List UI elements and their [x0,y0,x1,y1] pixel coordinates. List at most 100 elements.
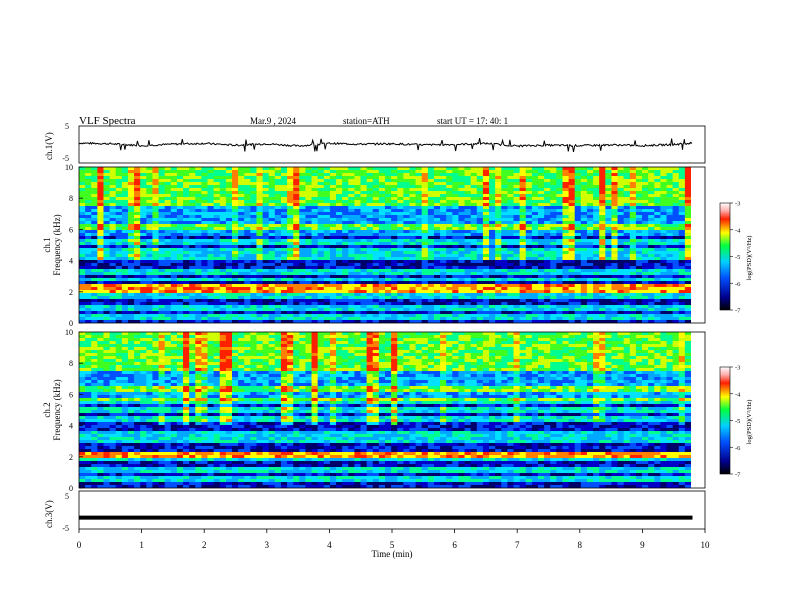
spectrogram-cell [85,236,92,240]
spectrogram-cell [648,236,655,240]
spectrogram-cell [103,182,110,186]
spectrogram-cell [617,179,625,183]
spectrogram-cell [274,203,282,207]
spectrogram-cell [299,257,306,261]
spectrogram-cell [580,200,588,204]
spectrogram-cell [164,227,172,231]
spectrogram-cell [262,275,270,279]
spectrogram-cell [170,173,178,177]
spectrogram-cell [287,194,294,198]
spectrogram-cell [586,317,594,321]
spectrogram-cell [531,287,539,291]
spectrogram-cell [464,188,472,192]
spectrogram-cell [152,299,159,303]
spectrogram-cell [593,248,600,252]
spectrogram-cell [446,263,453,267]
spectrogram-cell [189,254,196,258]
spectrogram-cell [97,311,104,315]
spectrogram-cell [538,284,545,288]
spectrogram-cell [617,200,625,204]
spectrogram-cell [470,179,478,183]
spectrogram-cell [360,266,368,270]
spectrogram-cell [538,173,545,177]
spectrogram-cell [403,317,410,321]
spectrogram-cell [342,278,349,282]
spectrogram-cell [550,308,557,312]
spectrogram-cell [593,170,600,174]
spectrogram-cell [146,221,153,225]
spectrogram-cell [134,248,141,252]
spectrogram-cell [293,293,300,297]
spectrogram-cell [232,209,239,213]
spectrogram-cell [507,215,514,219]
spectrogram-cell [464,254,472,258]
spectrogram-cell [152,266,159,270]
spectrogram-cell [342,227,349,231]
spectrogram-cell [397,200,404,204]
spectrogram-cell [152,302,159,306]
spectrogram-cell [299,173,306,177]
spectrogram-cell [440,287,447,291]
spectrogram-cell [562,206,569,210]
spectrogram-cell [287,296,294,300]
spectrogram-cell [250,302,257,306]
spectrogram-cell [433,200,441,204]
spectrogram-cell [91,236,98,240]
spectrogram-cell [385,194,392,198]
spectrogram-cell [146,203,153,207]
spectrogram-cell [134,188,141,192]
spectrogram-cell [115,272,123,276]
spectrogram-cell [507,233,514,237]
spectrogram-cell [427,302,435,306]
spectrogram-cell [299,221,306,225]
spectrogram-cell [580,212,588,216]
spectrogram-cell [115,194,123,198]
spectrogram-cell [611,194,618,198]
spectrogram-cell [427,314,435,318]
spectrogram-cell [91,290,98,294]
spectrogram-cell [121,227,129,231]
spectrogram-cell [103,275,110,279]
spectrogram-cell [623,275,631,279]
spectrogram-cell [91,302,98,306]
spectrogram-cell [170,239,178,243]
spectrogram-cell [109,293,117,297]
spectrogram-cell [250,236,257,240]
spectrogram-cell [440,224,447,228]
spectrogram-cell [342,218,349,222]
spectrogram-cell [329,272,337,276]
spectrogram-cell [433,185,441,189]
spectrogram-cell [507,278,514,282]
spectrogram-cell [464,206,472,210]
spectrogram-cell [593,167,600,171]
spectrogram-cell [250,188,257,192]
spectrogram-cell [648,308,655,312]
spectrogram-cell [446,296,453,300]
spectrogram-cell [238,233,245,237]
spectrogram-cell [544,242,551,246]
spectrogram-cell [219,296,227,300]
spectrogram-cell [238,320,245,323]
spectrogram-cell [79,212,86,216]
spectrogram-cell [158,305,166,309]
spectrogram-cell [525,305,533,309]
spectrogram-cell [336,284,343,288]
spectrogram-cell [109,236,117,240]
spectrogram-cell [219,206,227,210]
spectrogram-cell [121,185,129,189]
spectrogram-cell [660,284,667,288]
spectrogram-cell [219,221,227,225]
spectrogram-cell [440,314,447,318]
spectrogram-cell [354,182,361,186]
spectrogram-cell [360,245,368,249]
spectrogram-cell [207,293,215,297]
spectrogram-cell [97,305,104,309]
spectrogram-cell [525,212,533,216]
spectrogram-cell [256,221,263,225]
spectrogram-cell [342,290,349,294]
spectrogram-cell [525,194,533,198]
spectrogram-cell [599,233,606,237]
spectrogram-cell [458,173,465,177]
spectrogram-cell [391,320,398,323]
